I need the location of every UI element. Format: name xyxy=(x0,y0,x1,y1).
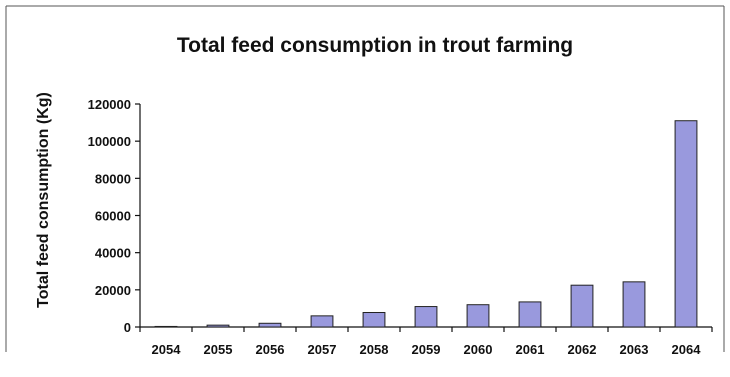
bar-2062 xyxy=(570,284,594,328)
y-axis: 0 20000 40000 60000 80000 100000 120000 xyxy=(88,97,141,335)
bar-2061 xyxy=(518,301,542,328)
y-tick-label: 120000 xyxy=(88,97,131,112)
x-tick-label: 2060 xyxy=(464,342,493,357)
bar-2056 xyxy=(258,322,282,328)
y-tick-label: 60000 xyxy=(95,209,131,224)
y-tick-label: 80000 xyxy=(95,171,131,186)
y-tick-label: 100000 xyxy=(88,134,131,149)
bar-2060 xyxy=(466,304,490,328)
y-axis-label: Total feed consumption (Kg) xyxy=(35,92,52,308)
x-tick-label: 2057 xyxy=(308,342,337,357)
bar-2059 xyxy=(414,306,438,328)
chart-frame xyxy=(5,5,725,352)
x-axis: 2054 2055 2056 2057 2058 2059 2060 2061 2062 2063… xyxy=(139,326,713,357)
bar-2058 xyxy=(362,312,386,328)
x-tick-label: 2055 xyxy=(204,342,233,357)
x-tick-label: 2061 xyxy=(516,342,545,357)
bar-2054 xyxy=(154,325,178,328)
bar-2057 xyxy=(310,315,334,328)
x-tick-label: 2056 xyxy=(256,342,285,357)
chart-title: Total feed consumption in trout farming xyxy=(177,34,573,57)
bar-2064 xyxy=(674,120,698,328)
x-tick-label: 2059 xyxy=(412,342,441,357)
x-tick-label: 2062 xyxy=(568,342,597,357)
bar-2063 xyxy=(622,281,646,328)
y-tick-label: 20000 xyxy=(95,283,131,298)
x-tick-label: 2063 xyxy=(620,342,649,357)
y-tick-label: 40000 xyxy=(95,246,131,261)
bar-2055 xyxy=(206,324,230,328)
bar-series xyxy=(154,120,698,328)
y-tick-label: 0 xyxy=(124,320,131,335)
x-tick-label: 2054 xyxy=(152,342,182,357)
x-tick-label: 2064 xyxy=(672,342,702,357)
x-tick-label: 2058 xyxy=(360,342,389,357)
